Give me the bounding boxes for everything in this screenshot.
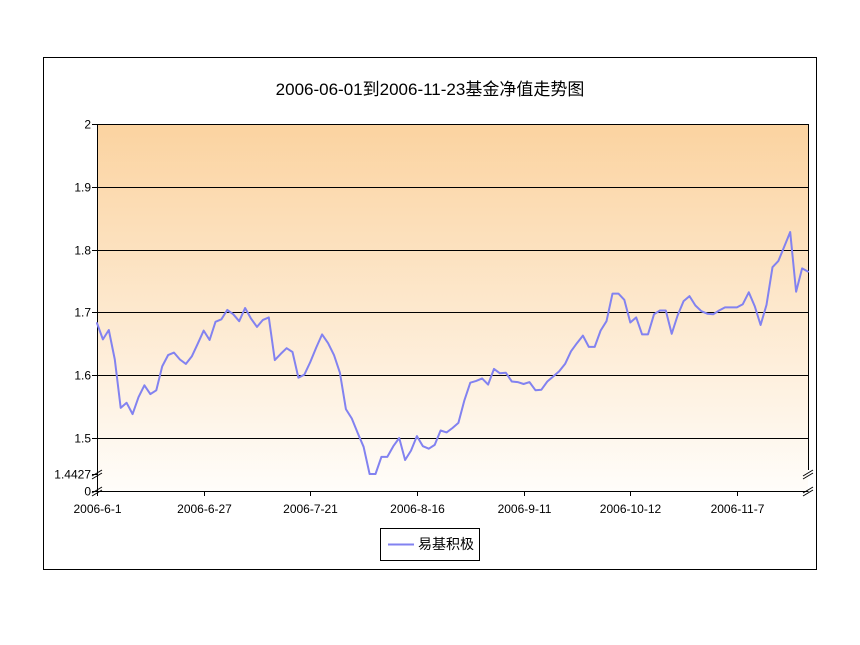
series-line (96, 231, 809, 475)
axis-break-mark (802, 486, 814, 494)
axis-break-mark (802, 469, 814, 477)
y-tick-label: 1.7 (74, 306, 91, 320)
y-tick-label: 1.4427 (54, 468, 91, 482)
legend: 易基积极 (380, 528, 480, 561)
y-tick-label: 1.8 (74, 244, 91, 258)
x-tick-label: 2006-10-12 (600, 502, 662, 516)
axis-break-mark (91, 472, 103, 480)
y-tick-label: 1.9 (74, 181, 91, 195)
x-tick-label: 2006-6-27 (177, 502, 232, 516)
series-layer (96, 231, 809, 475)
y-tick-label: 0 (84, 485, 91, 499)
x-tick-label: 2006-9-11 (498, 502, 552, 516)
x-axis-labels: 2006-6-1 2006-6-27 2006-7-21 2006-8-16 2006-… (73, 491, 765, 516)
plot-area (97, 124, 808, 491)
legend-label: 易基积极 (418, 536, 474, 552)
y-tick-label: 2 (84, 118, 91, 132)
y-tick-label: 1.6 (74, 369, 91, 383)
y-axis-labels: 2 1.9 1.8 1.7 1.6 1.5 1.4427 0 (54, 118, 97, 499)
x-tick-label: 2006-11-7 (711, 502, 765, 516)
axis-break-mark (802, 472, 814, 480)
chart-title: 2006-06-01到2006-11-23基金净值走势图 (276, 80, 585, 99)
y-tick-label: 1.5 (74, 432, 91, 446)
axis-break-mark (802, 489, 814, 497)
x-tick-label: 2006-7-21 (283, 502, 338, 516)
x-tick-label: 2006-8-16 (390, 502, 445, 516)
x-tick-label: 2006-6-1 (73, 502, 121, 516)
gridlines (97, 124, 808, 439)
